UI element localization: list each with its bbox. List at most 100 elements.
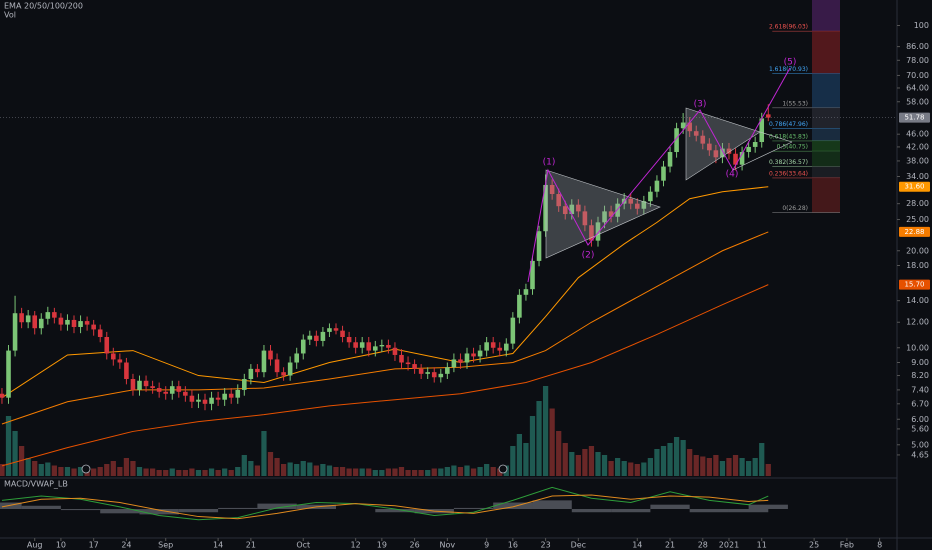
wave-label: (2) bbox=[582, 251, 595, 261]
volume-bar bbox=[647, 458, 654, 476]
x-tick-label: 21 bbox=[246, 541, 256, 550]
x-tick-label: 21 bbox=[665, 541, 675, 550]
volume-bar bbox=[673, 437, 680, 476]
candle-body bbox=[549, 184, 555, 195]
volume-bar bbox=[156, 470, 162, 476]
macd-histogram bbox=[100, 509, 140, 514]
candle-body bbox=[543, 184, 548, 232]
candle-body bbox=[530, 260, 535, 290]
wave-line bbox=[527, 67, 791, 283]
volume-bar bbox=[136, 467, 143, 476]
volume-bar bbox=[438, 468, 444, 476]
candle-body bbox=[359, 342, 365, 348]
fib-band bbox=[812, 107, 840, 129]
candle-body bbox=[687, 122, 692, 132]
volume-bar bbox=[313, 465, 319, 476]
indicator-label[interactable]: EMA 20/50/100/200 bbox=[4, 2, 83, 11]
candle-body bbox=[65, 319, 70, 325]
volume-bar bbox=[274, 458, 280, 476]
x-tick-label: 23 bbox=[540, 541, 550, 550]
candle-body bbox=[340, 330, 345, 337]
candle-body bbox=[373, 346, 378, 351]
y-tick-label: 12.00 bbox=[906, 318, 929, 327]
candle-body bbox=[556, 194, 561, 207]
trend-line bbox=[732, 141, 793, 171]
volume-bar bbox=[91, 468, 97, 476]
price-tag bbox=[899, 112, 930, 123]
candle-body bbox=[228, 393, 234, 398]
candle-body bbox=[484, 342, 489, 351]
candle-body bbox=[222, 393, 227, 400]
volume-bar bbox=[595, 452, 601, 476]
macd-histogram bbox=[0, 502, 22, 509]
candle-body bbox=[0, 393, 5, 398]
candle-body bbox=[84, 321, 90, 325]
candle-body bbox=[287, 362, 293, 376]
candle-body bbox=[91, 324, 96, 330]
macd-label[interactable]: MACD/VWAP_LB bbox=[4, 480, 68, 489]
macd-histogram bbox=[178, 509, 219, 513]
volume-bar bbox=[542, 386, 549, 476]
volume-bar bbox=[470, 468, 477, 476]
candle-body bbox=[713, 150, 719, 158]
candle-body bbox=[661, 166, 666, 181]
event-marker[interactable] bbox=[498, 464, 508, 474]
volume-label[interactable]: Vol bbox=[4, 11, 16, 20]
wave-label: (4) bbox=[726, 170, 739, 180]
price-tag-label: 31.60 bbox=[904, 183, 924, 191]
volume-bar bbox=[392, 468, 398, 476]
candle-body bbox=[634, 203, 640, 209]
x-tick-label: 10 bbox=[56, 541, 66, 550]
candle-body bbox=[366, 342, 372, 351]
volume-bar bbox=[235, 467, 241, 476]
candle-body bbox=[38, 318, 44, 329]
volume-bar bbox=[333, 467, 339, 476]
macd-histogram bbox=[493, 502, 533, 509]
volume-bar bbox=[726, 458, 732, 476]
volume-bar bbox=[444, 467, 450, 476]
macd-histogram bbox=[453, 507, 494, 509]
candle-body bbox=[143, 380, 149, 387]
y-tick-label: 46.00 bbox=[906, 130, 929, 139]
volume-bar bbox=[208, 468, 215, 476]
candle-body bbox=[576, 204, 581, 212]
volume-bar bbox=[477, 467, 483, 476]
volume-bar bbox=[71, 468, 77, 476]
candle-body bbox=[536, 231, 542, 261]
volume-bar bbox=[287, 462, 293, 476]
fib-label: 0.618(43.83) bbox=[769, 133, 808, 140]
volume-bar bbox=[706, 458, 712, 476]
volume-bar bbox=[353, 468, 359, 476]
volume-bar bbox=[654, 449, 660, 476]
volume-bar bbox=[261, 431, 267, 476]
volume-bar bbox=[569, 452, 575, 476]
volume-bar bbox=[700, 456, 706, 476]
macd-histogram bbox=[257, 503, 297, 509]
volume-bar bbox=[189, 468, 195, 476]
y-tick-label: 70.00 bbox=[906, 71, 929, 80]
candle-body bbox=[589, 225, 594, 241]
x-tick-label: 17 bbox=[89, 541, 99, 550]
volume-bar bbox=[385, 468, 392, 476]
volume-bar bbox=[667, 443, 673, 476]
volume-bar bbox=[163, 470, 169, 476]
volume-bar bbox=[615, 458, 621, 476]
volume-bar bbox=[307, 462, 313, 476]
y-tick-label: 4.65 bbox=[911, 450, 929, 459]
volume-bar bbox=[405, 470, 411, 476]
y-tick-label: 6.70 bbox=[911, 399, 929, 408]
fib-band bbox=[812, 151, 840, 167]
y-tick-label: 28.00 bbox=[906, 199, 929, 208]
volume-bar bbox=[169, 468, 175, 476]
candle-body bbox=[412, 364, 417, 369]
candle-body bbox=[759, 118, 765, 143]
candle-body bbox=[504, 343, 509, 351]
volume-bar bbox=[58, 467, 64, 476]
volume-bar bbox=[372, 470, 378, 476]
volume-bar bbox=[176, 470, 182, 476]
event-marker[interactable] bbox=[81, 464, 91, 474]
x-tick-label: 8 bbox=[877, 541, 882, 550]
x-tick-label: Nov bbox=[440, 541, 456, 550]
volume-bar bbox=[425, 470, 431, 476]
